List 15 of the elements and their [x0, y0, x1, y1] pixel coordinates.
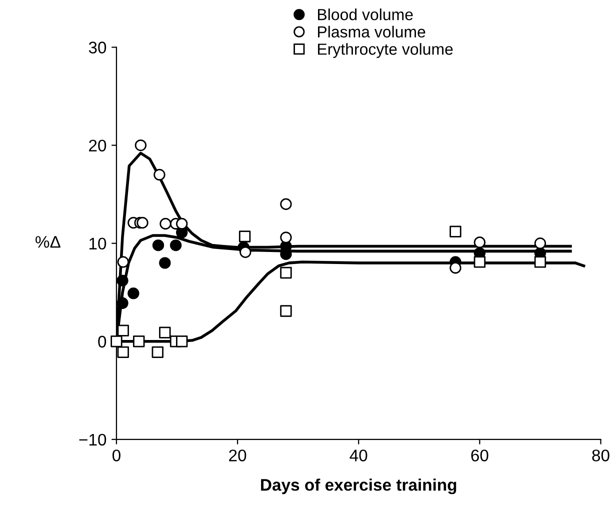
- x-tick-label: 40: [350, 450, 368, 462]
- y-tick-label: 0: [98, 336, 106, 348]
- x-tick-label: 60: [471, 450, 488, 462]
- legend-label: Erythrocyte volume: [318, 43, 453, 58]
- x-tick-label: 20: [229, 450, 246, 462]
- y-axis-title: %Δ: [36, 236, 60, 248]
- legend-label: Plasma volume: [318, 26, 426, 38]
- legend-label: Blood volume: [318, 8, 413, 20]
- y-tick-label: 10: [89, 238, 106, 250]
- x-axis-title: Days of exercise training: [261, 478, 456, 494]
- y-tick-label: 30: [88, 42, 106, 54]
- x-tick-label: 0: [112, 450, 120, 462]
- x-tick-label: 80: [592, 450, 610, 462]
- y-tick-label: 20: [89, 140, 106, 152]
- y-tick-label: −10: [79, 434, 106, 446]
